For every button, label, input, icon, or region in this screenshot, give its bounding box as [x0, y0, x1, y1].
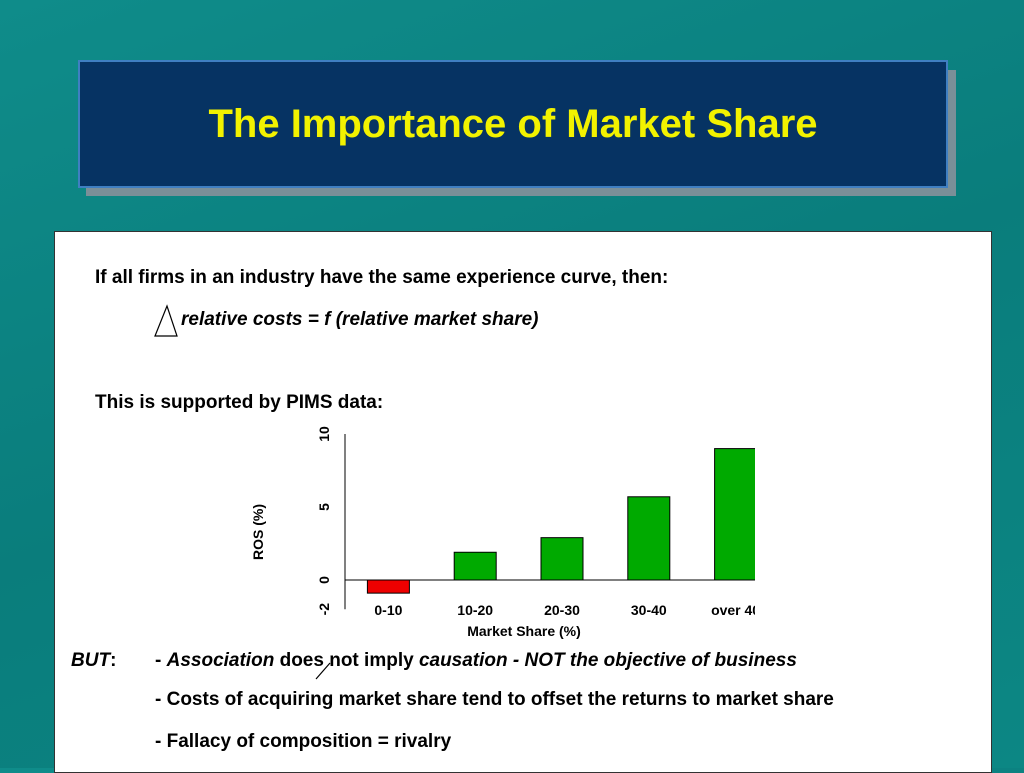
but-colon: :	[110, 650, 117, 671]
but-line: BUT:	[71, 650, 116, 672]
x-axis-label: Market Share (%)	[467, 623, 581, 639]
association-mid: does not imply	[274, 650, 419, 671]
y-tick-label: 10	[316, 426, 332, 442]
x-tick-label: 0-10	[374, 602, 402, 618]
ros-bar-chart: ROS (%) -2 0 5 10 0-10 10-20 20-30 30-40 over 4…	[250, 426, 755, 639]
association-line: - Association does not imply causation -…	[155, 650, 797, 672]
fallacy-line: - Fallacy of composition = rivalry	[155, 731, 452, 752]
title-box: The Importance of Market Share	[78, 60, 948, 188]
x-tick-label: over 40	[711, 602, 755, 618]
pen-stroke-mark	[315, 662, 331, 680]
y-tick-label: 0	[316, 576, 332, 584]
bar-30-40	[627, 496, 671, 581]
bar-over-40	[714, 448, 755, 581]
supported-text: This is supported by PIMS data:	[95, 392, 384, 413]
bar-0-10	[366, 579, 410, 594]
x-tick-label: 30-40	[631, 602, 667, 618]
formula-text: relative costs = f (relative market shar…	[181, 309, 539, 330]
content-panel: If all firms in an industry have the sam…	[54, 231, 992, 773]
but-label: BUT	[71, 650, 111, 671]
bar-20-30	[540, 537, 584, 581]
costs-line: - Costs of acquiring market share tend t…	[155, 689, 834, 710]
intro-text: If all firms in an industry have the sam…	[95, 267, 669, 288]
association-word: Association	[166, 650, 275, 671]
x-tick-label: 20-30	[544, 602, 580, 618]
slide-title: The Importance of Market Share	[208, 101, 818, 146]
dash-1: -	[155, 650, 167, 671]
bar-10-20	[453, 551, 497, 581]
y-tick-label: -2	[316, 603, 332, 616]
x-tick-label: 10-20	[457, 602, 493, 618]
y-axis-label: ROS (%)	[250, 504, 266, 560]
y-tick-label: 5	[316, 503, 332, 511]
delta-icon	[154, 304, 178, 337]
causation-text: causation - NOT the objective of busines…	[418, 650, 797, 671]
